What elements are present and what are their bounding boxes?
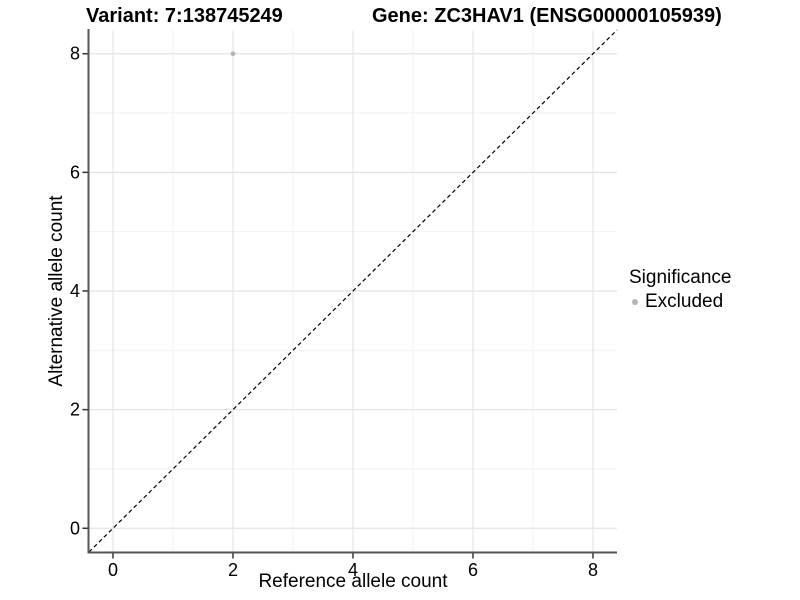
- x-tick-label: 6: [468, 560, 478, 580]
- x-tick-label: 0: [108, 560, 118, 580]
- y-tick-label: 2: [70, 400, 80, 420]
- y-axis-title: Alternative allele count: [46, 195, 67, 387]
- variant-title: Variant: 7:138745249: [86, 5, 283, 27]
- x-tick-label: 2: [228, 560, 238, 580]
- identity-dashed-line: [88, 29, 618, 553]
- y-tick-label: 4: [70, 281, 80, 301]
- y-tick-label: 8: [70, 44, 80, 64]
- legend-entry-label: Excluded: [645, 291, 724, 312]
- legend-title: Significance: [629, 267, 732, 288]
- y-tick-label: 6: [70, 162, 80, 182]
- gene-title: Gene: ZC3HAV1 (ENSG00000105939): [372, 5, 722, 27]
- x-tick-label: 8: [588, 560, 598, 580]
- data-point: [230, 51, 236, 57]
- y-tick-label: 0: [70, 518, 80, 538]
- x-axis-title: Reference allele count: [258, 571, 448, 592]
- excluded-point-icon: [632, 299, 638, 305]
- x-tick-label: 4: [348, 560, 358, 580]
- legend-entry-excluded: Excluded: [629, 292, 731, 312]
- legend: Significance Excluded: [629, 267, 731, 312]
